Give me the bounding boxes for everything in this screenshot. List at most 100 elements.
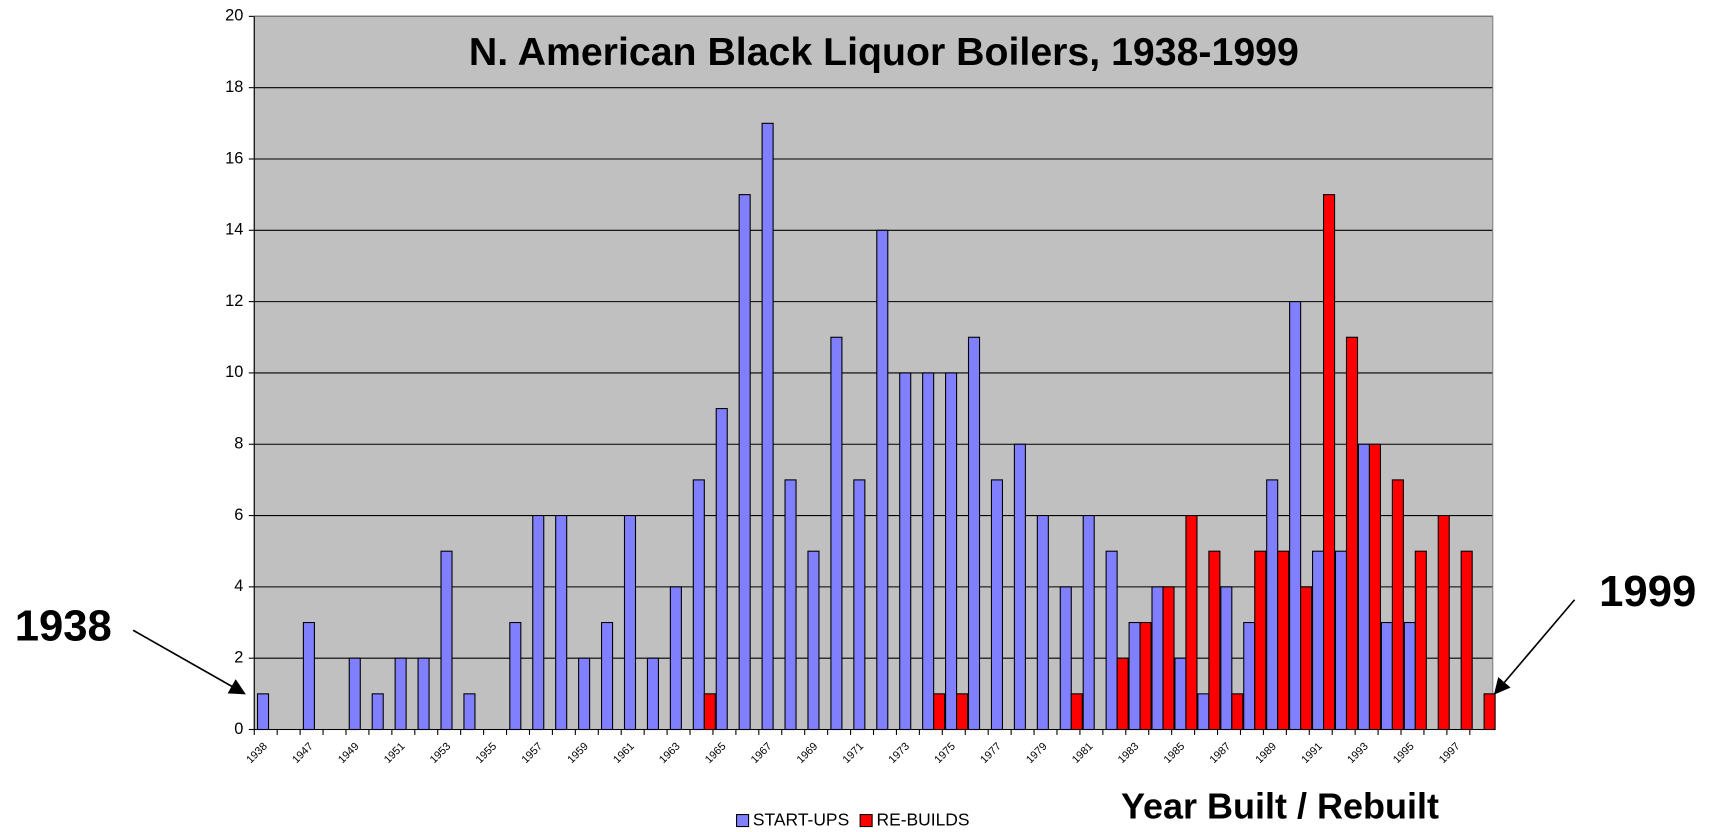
- y-tick-label: 10: [225, 363, 243, 381]
- bar: [1208, 550, 1221, 731]
- bar: [1403, 621, 1416, 731]
- bar: [784, 479, 797, 731]
- bar: [1254, 550, 1267, 731]
- bar: [623, 515, 637, 731]
- bar: [990, 479, 1004, 731]
- bar: [1391, 479, 1404, 731]
- bar: [715, 408, 728, 731]
- bar: [256, 693, 270, 731]
- bar: [1151, 586, 1164, 731]
- x-tick-label: 1965: [703, 740, 729, 766]
- bar: [371, 693, 384, 731]
- bar: [348, 657, 361, 731]
- x-tick-label: 1991: [1299, 740, 1325, 766]
- bar: [1162, 586, 1175, 731]
- legend-label: RE-BUILDS: [876, 810, 969, 830]
- bar: [1380, 621, 1393, 731]
- bar: [1345, 336, 1359, 731]
- x-tick-label: 1973: [886, 740, 912, 766]
- legend-label: START-UPS: [753, 810, 849, 830]
- bar: [394, 657, 407, 731]
- bar: [1070, 693, 1083, 731]
- y-tick-label: 0: [234, 720, 243, 738]
- bar: [509, 621, 522, 731]
- bar: [1231, 693, 1244, 731]
- bar: [830, 336, 843, 731]
- bar: [1368, 443, 1381, 731]
- bar: [1483, 693, 1496, 731]
- y-tick-label: 18: [225, 78, 243, 96]
- annotation: 1938: [15, 603, 112, 651]
- y-tick-label: 8: [234, 435, 243, 453]
- bar: [1323, 194, 1336, 731]
- y-tick-label: 12: [225, 292, 243, 310]
- bar: [738, 194, 751, 731]
- bar: [646, 657, 659, 731]
- y-tick-label: 14: [225, 221, 243, 239]
- x-tick-label: 1995: [1391, 740, 1417, 766]
- bar: [1013, 443, 1026, 731]
- bar: [1334, 550, 1348, 731]
- bar: [1197, 693, 1210, 731]
- x-tick-label: 1959: [565, 740, 591, 766]
- legend-swatch: [736, 814, 750, 828]
- bar: [1220, 586, 1233, 731]
- bar: [417, 657, 430, 731]
- annotation: 1999: [1599, 568, 1696, 616]
- bar: [1128, 621, 1141, 731]
- bar: [1277, 550, 1290, 731]
- x-tick-label: 1975: [932, 740, 958, 766]
- bar: [692, 479, 705, 731]
- annotation-arrow: [1493, 599, 1576, 695]
- bar: [1266, 479, 1279, 731]
- bar: [956, 693, 969, 731]
- bar: [1312, 550, 1325, 731]
- bar: [933, 693, 946, 731]
- bar: [555, 515, 568, 731]
- bar: [1139, 621, 1152, 731]
- bar: [601, 621, 614, 731]
- bar: [967, 336, 981, 731]
- bar: [1300, 586, 1313, 731]
- bar: [1289, 301, 1302, 731]
- bar: [1414, 550, 1427, 731]
- x-tick-label: 1971: [841, 740, 867, 766]
- bar: [440, 550, 453, 731]
- bar: [703, 693, 716, 731]
- x-tick-label: 1977: [978, 740, 1004, 766]
- y-tick-label: 4: [234, 577, 243, 595]
- bar: [853, 479, 866, 731]
- x-tick-label: 1993: [1345, 740, 1371, 766]
- chart-title: N. American Black Liquor Boilers, 1938-1…: [469, 30, 1299, 74]
- bar: [669, 586, 682, 731]
- y-tick-label: 2: [234, 649, 243, 667]
- annotation-arrow: [132, 629, 246, 695]
- bar: [922, 372, 935, 731]
- bar: [1105, 550, 1118, 731]
- x-tick-label: 1989: [1253, 740, 1279, 766]
- bar: [1082, 515, 1095, 731]
- x-tick-label: 1979: [1024, 740, 1050, 766]
- bar: [1036, 515, 1049, 731]
- x-axis-label: Year Built / Rebuilt: [1121, 786, 1439, 827]
- bar: [761, 122, 774, 731]
- bar: [1174, 657, 1187, 731]
- x-tick-label: 1951: [382, 740, 408, 766]
- bar: [1243, 621, 1256, 731]
- bar: [1185, 515, 1198, 731]
- x-tick-label: 1997: [1437, 740, 1463, 766]
- bar: [945, 372, 958, 731]
- x-tick-label: 1985: [1162, 740, 1188, 766]
- bar: [1437, 515, 1450, 731]
- x-tick-label: 1947: [290, 740, 316, 766]
- x-tick-label: 1983: [1116, 740, 1142, 766]
- y-tick-label: 16: [225, 149, 243, 167]
- bar: [1357, 443, 1370, 731]
- bar: [302, 621, 315, 731]
- bar: [1116, 657, 1129, 731]
- x-tick-label: 1987: [1208, 740, 1234, 766]
- legend-swatch: [859, 814, 873, 828]
- bar: [578, 657, 591, 731]
- x-tick-label: 1961: [611, 740, 637, 766]
